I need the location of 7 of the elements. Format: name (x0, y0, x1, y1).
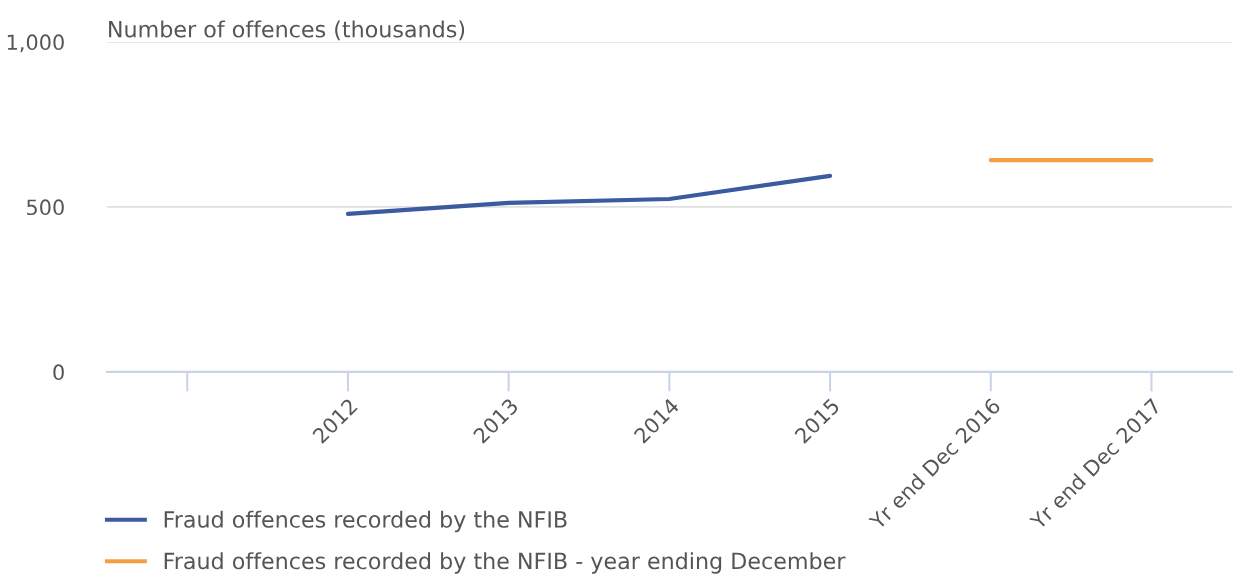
legend-label: Fraud offences recorded by the NFIB - year ending December (164, 552, 846, 574)
legend-label: Fraud offences recorded by the NFIB (164, 510, 567, 533)
line-series (345, 173, 833, 216)
y-tick-label: 500 (27, 199, 64, 216)
y-axis-title: Number of offences (thousands) (109, 20, 465, 41)
y-tick-label: 0 (53, 364, 64, 381)
y-tick-label: 1,000 (7, 34, 64, 53)
